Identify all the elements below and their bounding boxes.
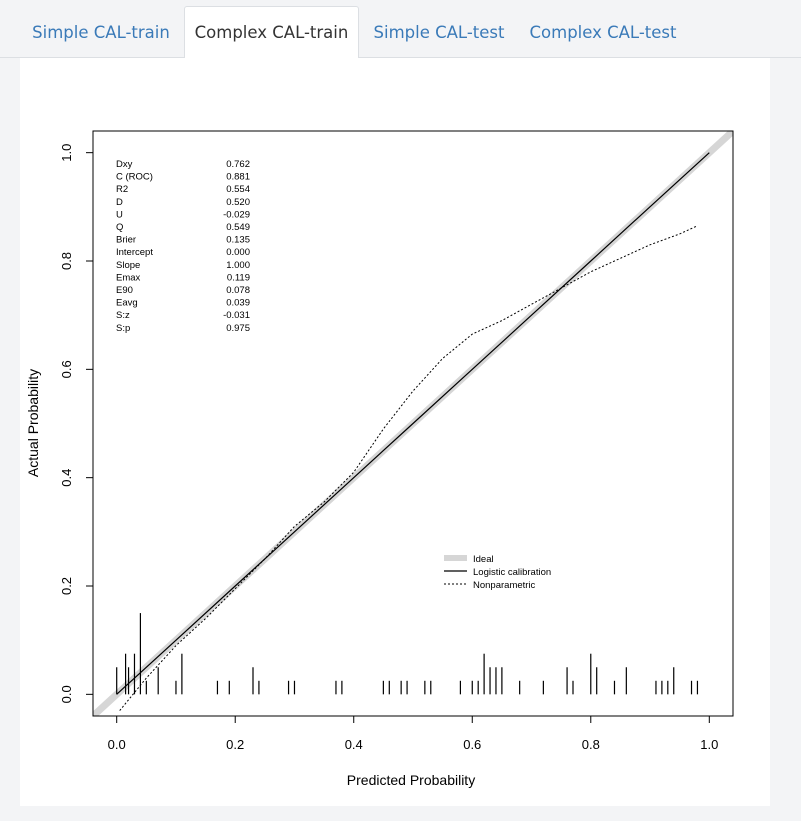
stat-value: -0.031 [223, 310, 250, 321]
stat-label: D [116, 197, 123, 208]
stat-value: 0.762 [226, 159, 250, 170]
x-tick-label: 0.6 [463, 737, 481, 752]
plot-frame [92, 130, 734, 717]
stat-value: 0.549 [226, 222, 250, 233]
stat-label: U [116, 209, 123, 220]
x-tick-label: 0.8 [582, 737, 600, 752]
stat-label: Slope [116, 260, 140, 271]
tab-complex-cal-train[interactable]: Complex CAL-train [184, 6, 359, 59]
stat-label: Eavg [116, 298, 138, 309]
stat-value: 0.039 [226, 298, 250, 309]
y-tick-label: 0.2 [59, 577, 74, 595]
tab-complex-cal-test[interactable]: Complex CAL-test [529, 22, 677, 42]
y-tick-label: 0.8 [59, 252, 74, 270]
stat-value: 0.520 [226, 197, 250, 208]
stat-value: 0.975 [226, 323, 250, 334]
stat-value: 0.881 [226, 172, 250, 183]
stat-label: S:p [116, 323, 130, 334]
x-axis-label: Predicted Probability [347, 772, 475, 788]
tab-simple-cal-train[interactable]: Simple CAL-train [32, 22, 170, 42]
y-tick-label: 0.4 [59, 469, 74, 487]
stat-value: 0.078 [226, 285, 250, 296]
stat-label: C (ROC) [116, 172, 153, 183]
x-tick-label: 1.0 [700, 737, 718, 752]
x-tick-label: 0.0 [108, 737, 126, 752]
stat-value: -0.029 [223, 209, 250, 220]
x-tick-label: 0.4 [345, 737, 363, 752]
y-tick-label: 0.6 [59, 360, 74, 378]
stat-value: 0.135 [226, 235, 250, 246]
stat-label: E90 [116, 285, 133, 296]
stat-label: Q [116, 222, 123, 233]
stat-label: Dxy [116, 159, 133, 170]
calibration-plot: 0.0 0.2 0.4 0.6 0.8 1.0 0.0 0.2 0.4 0.6 0.8 1.0 Dxy… [25, 130, 734, 788]
tab-simple-cal-test[interactable]: Simple CAL-test [373, 22, 505, 42]
y-tick-label: 1.0 [59, 144, 74, 162]
x-tick-label: 0.2 [226, 737, 244, 752]
tab-bar: Simple CAL-train Complex CAL-train Simpl… [0, 0, 801, 59]
y-axis-label: Actual Probability [25, 369, 41, 477]
stat-value: 0.000 [226, 247, 250, 258]
logistic-calibration-line [116, 152, 710, 695]
y-tick-label: 0.0 [59, 685, 74, 703]
stat-value: 0.554 [226, 184, 250, 195]
stat-label: Intercept [116, 247, 153, 258]
stat-value: 0.119 [227, 272, 250, 283]
stat-label: Emax [116, 272, 141, 283]
legend-label: Nonparametric [473, 580, 536, 591]
tab-content-panel: 0.0 0.2 0.4 0.6 0.8 1.0 0.0 0.2 0.4 0.6 0.8 1.0 Dxy… [20, 58, 770, 806]
stat-label: S:z [116, 310, 130, 321]
legend-label: Ideal [473, 554, 494, 565]
stat-value: 1.000 [226, 260, 250, 271]
nonparametric-line [119, 225, 698, 711]
stat-label: R2 [116, 184, 128, 195]
legend-label: Logistic calibration [473, 567, 551, 578]
stat-label: Brier [116, 235, 136, 246]
